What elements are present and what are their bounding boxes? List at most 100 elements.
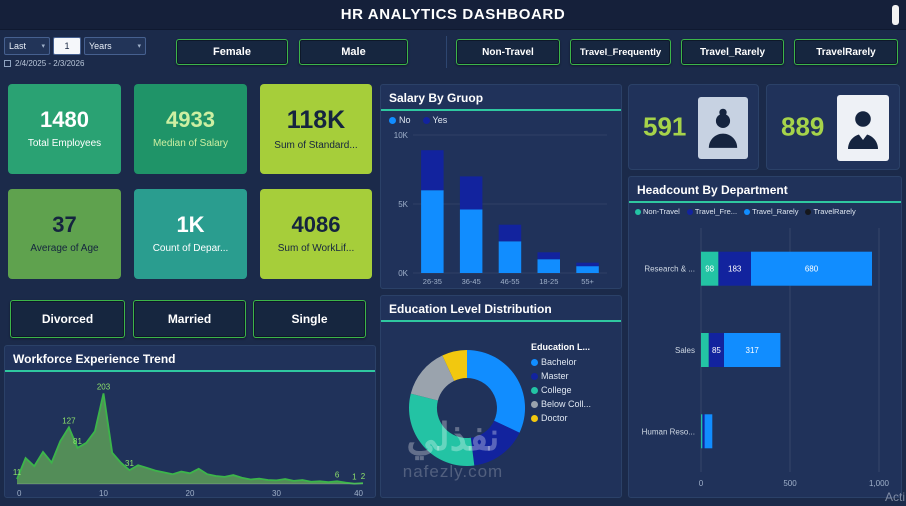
male-count-card: 889 — [766, 84, 900, 170]
kpi-value: 118K — [286, 105, 346, 134]
education-legend-items: Bachelor Master College Below Coll... Doctor — [531, 357, 617, 423]
headcount-legend-item[interactable]: Travel_Fre... — [686, 207, 737, 216]
education-donut-chart[interactable] — [389, 324, 549, 495]
donut-slice[interactable] — [410, 355, 455, 401]
salary-bar-segment[interactable] — [459, 176, 483, 210]
salary-bar-segment[interactable] — [537, 259, 561, 273]
salary-chart[interactable]: 0K 5K 10K 26-35 36-45 46-55 18-25 55+ — [385, 125, 617, 294]
female-count-value: 591 — [643, 111, 687, 142]
chevron-down-icon: ▾ — [137, 43, 141, 50]
svg-text:20: 20 — [186, 489, 195, 498]
title-underline — [381, 109, 621, 111]
salary-bar-segment[interactable] — [576, 266, 599, 273]
svg-text:Human Reso...: Human Reso... — [642, 427, 695, 436]
donut-slice[interactable] — [467, 350, 526, 433]
filter-male-button[interactable]: Male — [299, 39, 408, 65]
kpi-card-sum-worklife: 4086 Sum of WorkLif... — [260, 189, 372, 279]
trend-line[interactable] — [16, 393, 364, 485]
date-range-label: 2/4/2025 - 2/3/2026 — [15, 59, 85, 68]
title-underline — [381, 320, 621, 322]
filter-female-button[interactable]: Female — [176, 39, 288, 65]
donut-slice[interactable] — [442, 349, 467, 381]
filter-travel-rarely-button[interactable]: Travel_Rarely — [681, 39, 784, 65]
headcount-legend: Non-Travel Travel_Fre... Travel_Rarely Trav… — [629, 203, 901, 216]
kpi-value: 1480 — [40, 107, 89, 132]
kpi-label: Average of Age — [30, 243, 99, 254]
salary-bar-segment[interactable] — [459, 209, 483, 274]
svg-text:10: 10 — [99, 489, 108, 498]
svg-text:36-45: 36-45 — [462, 277, 481, 286]
kpi-label: Sum of WorkLif... — [277, 243, 355, 254]
salary-bar-segment[interactable] — [421, 150, 444, 191]
workforce-trend-chart[interactable]: 11 127 81 203 31 6 1 2 0 10 20 30 40 — [9, 372, 371, 503]
education-legend-item[interactable]: College — [531, 385, 617, 395]
salary-bar-segment[interactable] — [498, 241, 522, 273]
date-mode-dropdown[interactable]: Last ▾ — [4, 37, 50, 55]
headcount-bar-segment[interactable] — [718, 251, 751, 286]
svg-text:5K: 5K — [398, 200, 408, 209]
education-legend-item[interactable]: Below Coll... — [531, 399, 617, 409]
education-legend: Education L... Bachelor Master College Belo… — [531, 342, 617, 427]
svg-text:183: 183 — [728, 265, 742, 274]
headcount-chart[interactable]: 0 500 1,000 Research & ... 98 183 680 Sales 85 31… — [629, 216, 901, 501]
headcount-bar-segment[interactable] — [702, 414, 705, 449]
svg-text:203: 203 — [97, 382, 111, 391]
filter-divorced-button[interactable]: Divorced — [10, 300, 125, 338]
svg-text:1,000: 1,000 — [869, 479, 890, 488]
headcount-bar-segment[interactable] — [704, 414, 713, 449]
date-number-input[interactable] — [53, 37, 81, 55]
salary-bar-segment[interactable] — [498, 224, 522, 242]
scrollbar-thumb[interactable] — [892, 5, 899, 25]
headcount-bar-segment[interactable] — [751, 251, 872, 286]
donut-slice[interactable] — [408, 393, 475, 466]
workforce-trend-title: Workforce Experience Trend — [13, 352, 176, 366]
svg-text:0: 0 — [17, 489, 22, 498]
filter-non-travel-button[interactable]: Non-Travel — [456, 39, 560, 65]
filter-travel-frequently-button[interactable]: Travel_Frequently — [570, 39, 671, 65]
headcount-bar-segment[interactable] — [724, 333, 781, 367]
date-range-row: 2/4/2025 - 2/3/2026 — [4, 59, 164, 68]
salary-chart-panel: Salary By Gruop No Yes 0K 5K 10K 26-35 36-45 4… — [380, 84, 622, 289]
kpi-card-median-salary: 4933 Median of Salary — [134, 84, 247, 174]
headcount-legend-item[interactable]: TravelRarely — [805, 207, 856, 216]
headcount-bar-segment[interactable] — [701, 333, 709, 367]
salary-legend-item[interactable]: No — [389, 115, 411, 125]
education-legend-item[interactable]: Doctor — [531, 413, 617, 423]
kpi-card-sum-standard: 118K Sum of Standard... — [260, 84, 372, 174]
svg-text:18-25: 18-25 — [539, 277, 558, 286]
kpi-label: Count of Depar... — [152, 243, 229, 254]
salary-legend-item[interactable]: Yes — [422, 115, 447, 125]
donut-slice[interactable] — [470, 420, 520, 466]
salary-legend: No Yes — [381, 111, 621, 125]
workforce-trend-panel: Workforce Experience Trend 11 127 81 203 31 6… — [4, 345, 376, 498]
svg-text:317: 317 — [746, 346, 760, 355]
slicer-divider — [446, 36, 447, 68]
headcount-legend-item[interactable]: Travel_Rarely — [744, 207, 798, 216]
filter-married-button[interactable]: Married — [133, 300, 246, 338]
filter-travelrarely-button[interactable]: TravelRarely — [794, 39, 898, 65]
kpi-value: 4933 — [166, 107, 215, 132]
male-count-value: 889 — [781, 111, 825, 142]
education-legend-item[interactable]: Bachelor — [531, 357, 617, 367]
salary-bar-segment[interactable] — [576, 262, 599, 267]
page-title: HR ANALYTICS DASHBOARD — [340, 6, 566, 23]
headcount-bar-segment[interactable] — [701, 414, 703, 449]
svg-text:55+: 55+ — [581, 277, 594, 286]
headcount-bar-segment[interactable] — [701, 251, 719, 286]
date-unit-dropdown[interactable]: Years ▾ — [84, 37, 146, 55]
kpi-value: 37 — [52, 212, 77, 237]
salary-chart-title: Salary By Gruop — [389, 91, 484, 105]
headcount-bar-segment[interactable] — [708, 333, 724, 367]
trend-area[interactable] — [17, 393, 363, 484]
female-icon — [698, 97, 748, 159]
filter-single-button[interactable]: Single — [253, 300, 366, 338]
education-legend-item[interactable]: Master — [531, 371, 617, 381]
svg-text:0K: 0K — [398, 269, 408, 278]
kpi-card-total-employees: 1480 Total Employees — [8, 84, 121, 174]
headcount-legend-item[interactable]: Non-Travel — [635, 207, 680, 216]
kpi-value: 1K — [176, 212, 205, 237]
svg-text:98: 98 — [705, 265, 714, 274]
salary-bar-segment[interactable] — [421, 190, 444, 273]
salary-bar-segment[interactable] — [537, 252, 561, 260]
svg-text:10K: 10K — [394, 131, 409, 140]
